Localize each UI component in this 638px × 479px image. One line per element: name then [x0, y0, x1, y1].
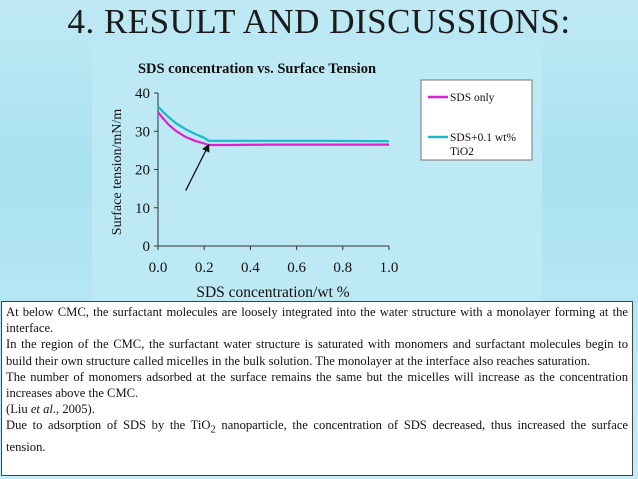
- legend: SDS only SDS+0.1 wt% TiO2: [420, 79, 533, 161]
- x-axis-label: SDS concentration/wt %: [196, 284, 349, 301]
- slide-title: 4. RESULT AND DISCUSSIONS:: [67, 2, 571, 41]
- chart-panel: SDS concentration vs. Surface Tension 0.…: [92, 46, 542, 301]
- y-axis-label: Surface tension/mN/m: [110, 109, 125, 235]
- legend-label-sds-only: SDS only: [450, 92, 495, 104]
- annotations: [185, 143, 210, 191]
- x-tick-label: 0.8: [333, 260, 352, 276]
- paragraph-tio2-adsorption: Due to adsorption of SDS by the TiO2 nan…: [6, 418, 629, 455]
- surface-tension-chart: SDS concentration vs. Surface Tension 0.…: [110, 61, 533, 301]
- paragraph-above-cmc: The number of monomers adsorbed at the s…: [6, 369, 628, 401]
- discussion-text-box: At below CMC, the surfactant molecules a…: [1, 301, 633, 476]
- x-tick-label: 0.4: [241, 260, 260, 276]
- series-lines: [157, 105, 390, 147]
- series-line-1: [157, 111, 389, 147]
- series-line-2: [157, 105, 390, 143]
- x-tick-label: 0.6: [287, 260, 306, 276]
- y-tick-label: 30: [135, 124, 150, 140]
- axes: [154, 92, 390, 250]
- cmc-arrow: [185, 143, 210, 191]
- x-tick-label: 0.2: [195, 260, 214, 276]
- legend-label-sds-tio2: SDS+0.1 wt% TiO2: [450, 132, 516, 158]
- y-tick-label: 0: [143, 239, 151, 255]
- chart-title: SDS concentration vs. Surface Tension: [138, 61, 376, 77]
- y-tick-label: 10: [135, 201, 150, 217]
- x-tick-label: 1.0: [380, 260, 399, 276]
- y-tick-label: 20: [135, 163, 150, 179]
- citation: (Liu et al., 2005).: [6, 402, 95, 417]
- x-tick-label: 0.0: [149, 260, 168, 276]
- tick-labels: 0.0 0.2 0.4 0.6 0.8 1.0 0 10 20 30 40: [135, 86, 398, 276]
- y-tick-label: 40: [135, 86, 150, 102]
- paragraph-region-cmc: In the region of the CMC, the surfactant…: [6, 337, 628, 368]
- paragraph-below-cmc: At below CMC, the surfactant molecules a…: [6, 305, 628, 336]
